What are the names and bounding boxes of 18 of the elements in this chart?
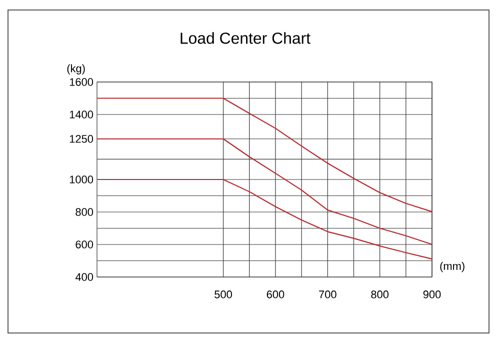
x-tick-label: 500 — [214, 290, 232, 298]
x-tick-label: 900 — [423, 290, 441, 298]
x-tick-label: 600 — [266, 290, 284, 298]
chart-title: Load Center Chart — [180, 32, 310, 44]
y-tick-label: 1400 — [70, 110, 94, 118]
y-tick-label: 1250 — [70, 135, 94, 143]
line-series — [96, 98, 433, 212]
y-tick-label: 400 — [75, 273, 94, 281]
y-axis-title: (kg) — [67, 64, 85, 74]
y-tick-label: 1000 — [70, 176, 94, 184]
x-tick-label: 700 — [319, 290, 336, 298]
y-tick-label: 600 — [76, 240, 94, 248]
y-tick-label: 1600 — [70, 78, 94, 86]
line-series — [96, 178, 433, 260]
x-tick-label: 800 — [371, 290, 389, 298]
y-tick-label: 800 — [76, 208, 94, 216]
line-series — [96, 138, 433, 245]
x-axis-title: (mm) — [440, 262, 464, 272]
